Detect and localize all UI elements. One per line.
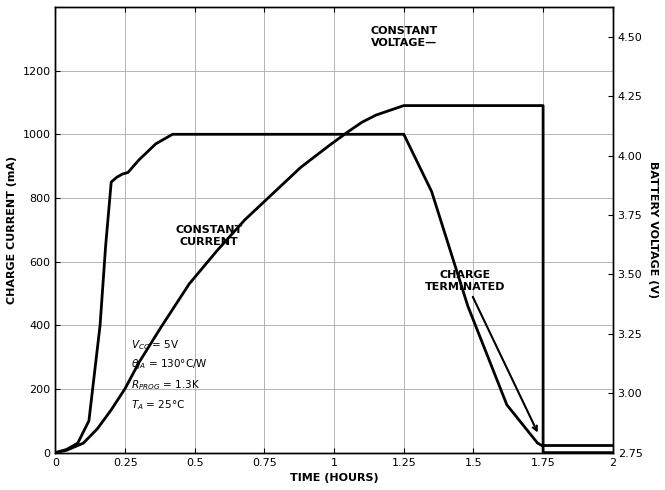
Text: CONSTANT
CURRENT: CONSTANT CURRENT — [175, 225, 242, 247]
X-axis label: TIME (HOURS): TIME (HOURS) — [290, 473, 378, 483]
Y-axis label: CHARGE CURRENT (mA): CHARGE CURRENT (mA) — [7, 156, 17, 304]
Y-axis label: BATTERY VOLTAGE (V): BATTERY VOLTAGE (V) — [648, 161, 658, 298]
Text: CONSTANT
VOLTAGE—: CONSTANT VOLTAGE— — [370, 26, 438, 48]
Text: CHARGE
TERMINATED: CHARGE TERMINATED — [425, 270, 537, 431]
Text: $V_{CC}$ = 5V
$\theta_{JA}$ = 130°C/W
$R_{PROG}$ = 1.3K
$T_A$ = 25°C: $V_{CC}$ = 5V $\theta_{JA}$ = 130°C/W $R… — [131, 338, 207, 412]
